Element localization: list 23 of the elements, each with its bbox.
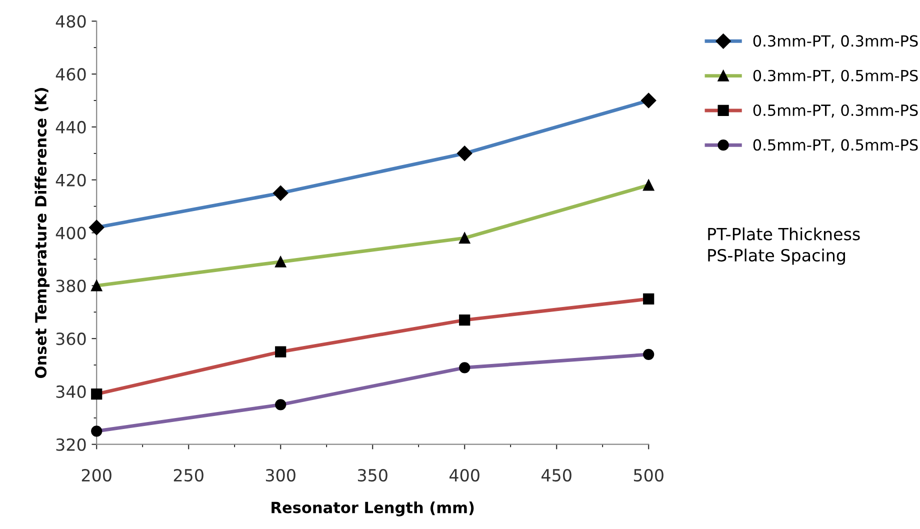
- y-tick-label: 420: [56, 174, 86, 186]
- y-axis-title: Onset Temperature Difference (K): [34, 88, 50, 378]
- y-tick-label: 320: [56, 438, 86, 451]
- x-tick-label: 450: [542, 468, 572, 482]
- x-tick-label: 400: [450, 468, 480, 482]
- x-tick-label: 250: [174, 468, 204, 482]
- x-tick-label: 300: [266, 468, 296, 482]
- legend-label: 0.5mm-PT, 0.5mm-PS: [753, 139, 918, 152]
- y-tick-label: 480: [56, 15, 86, 28]
- y-tick-label: 380: [56, 280, 86, 292]
- y-tick-label: 440: [56, 120, 86, 134]
- text: PT-Plate Thickness PS-Plate Spacing: [708, 227, 860, 265]
- x-tick-label: 200: [82, 468, 112, 482]
- y-tick-label: 340: [56, 385, 86, 398]
- legend-label: 0.3mm-PT, 0.5mm-PS: [753, 70, 918, 83]
- legend-label: 0.3mm-PT, 0.3mm-PS: [753, 35, 918, 48]
- y-tick-label: 460: [56, 68, 86, 81]
- x-tick-label: 500: [634, 468, 664, 482]
- x-tick-label: 350: [358, 468, 388, 482]
- y-tick-label: 360: [56, 332, 86, 346]
- y-tick-label: 400: [56, 226, 86, 240]
- x-axis-title: Resonator Length (mm): [272, 501, 474, 516]
- legend-label: 0.5mm-PT, 0.3mm-PS: [753, 104, 918, 118]
